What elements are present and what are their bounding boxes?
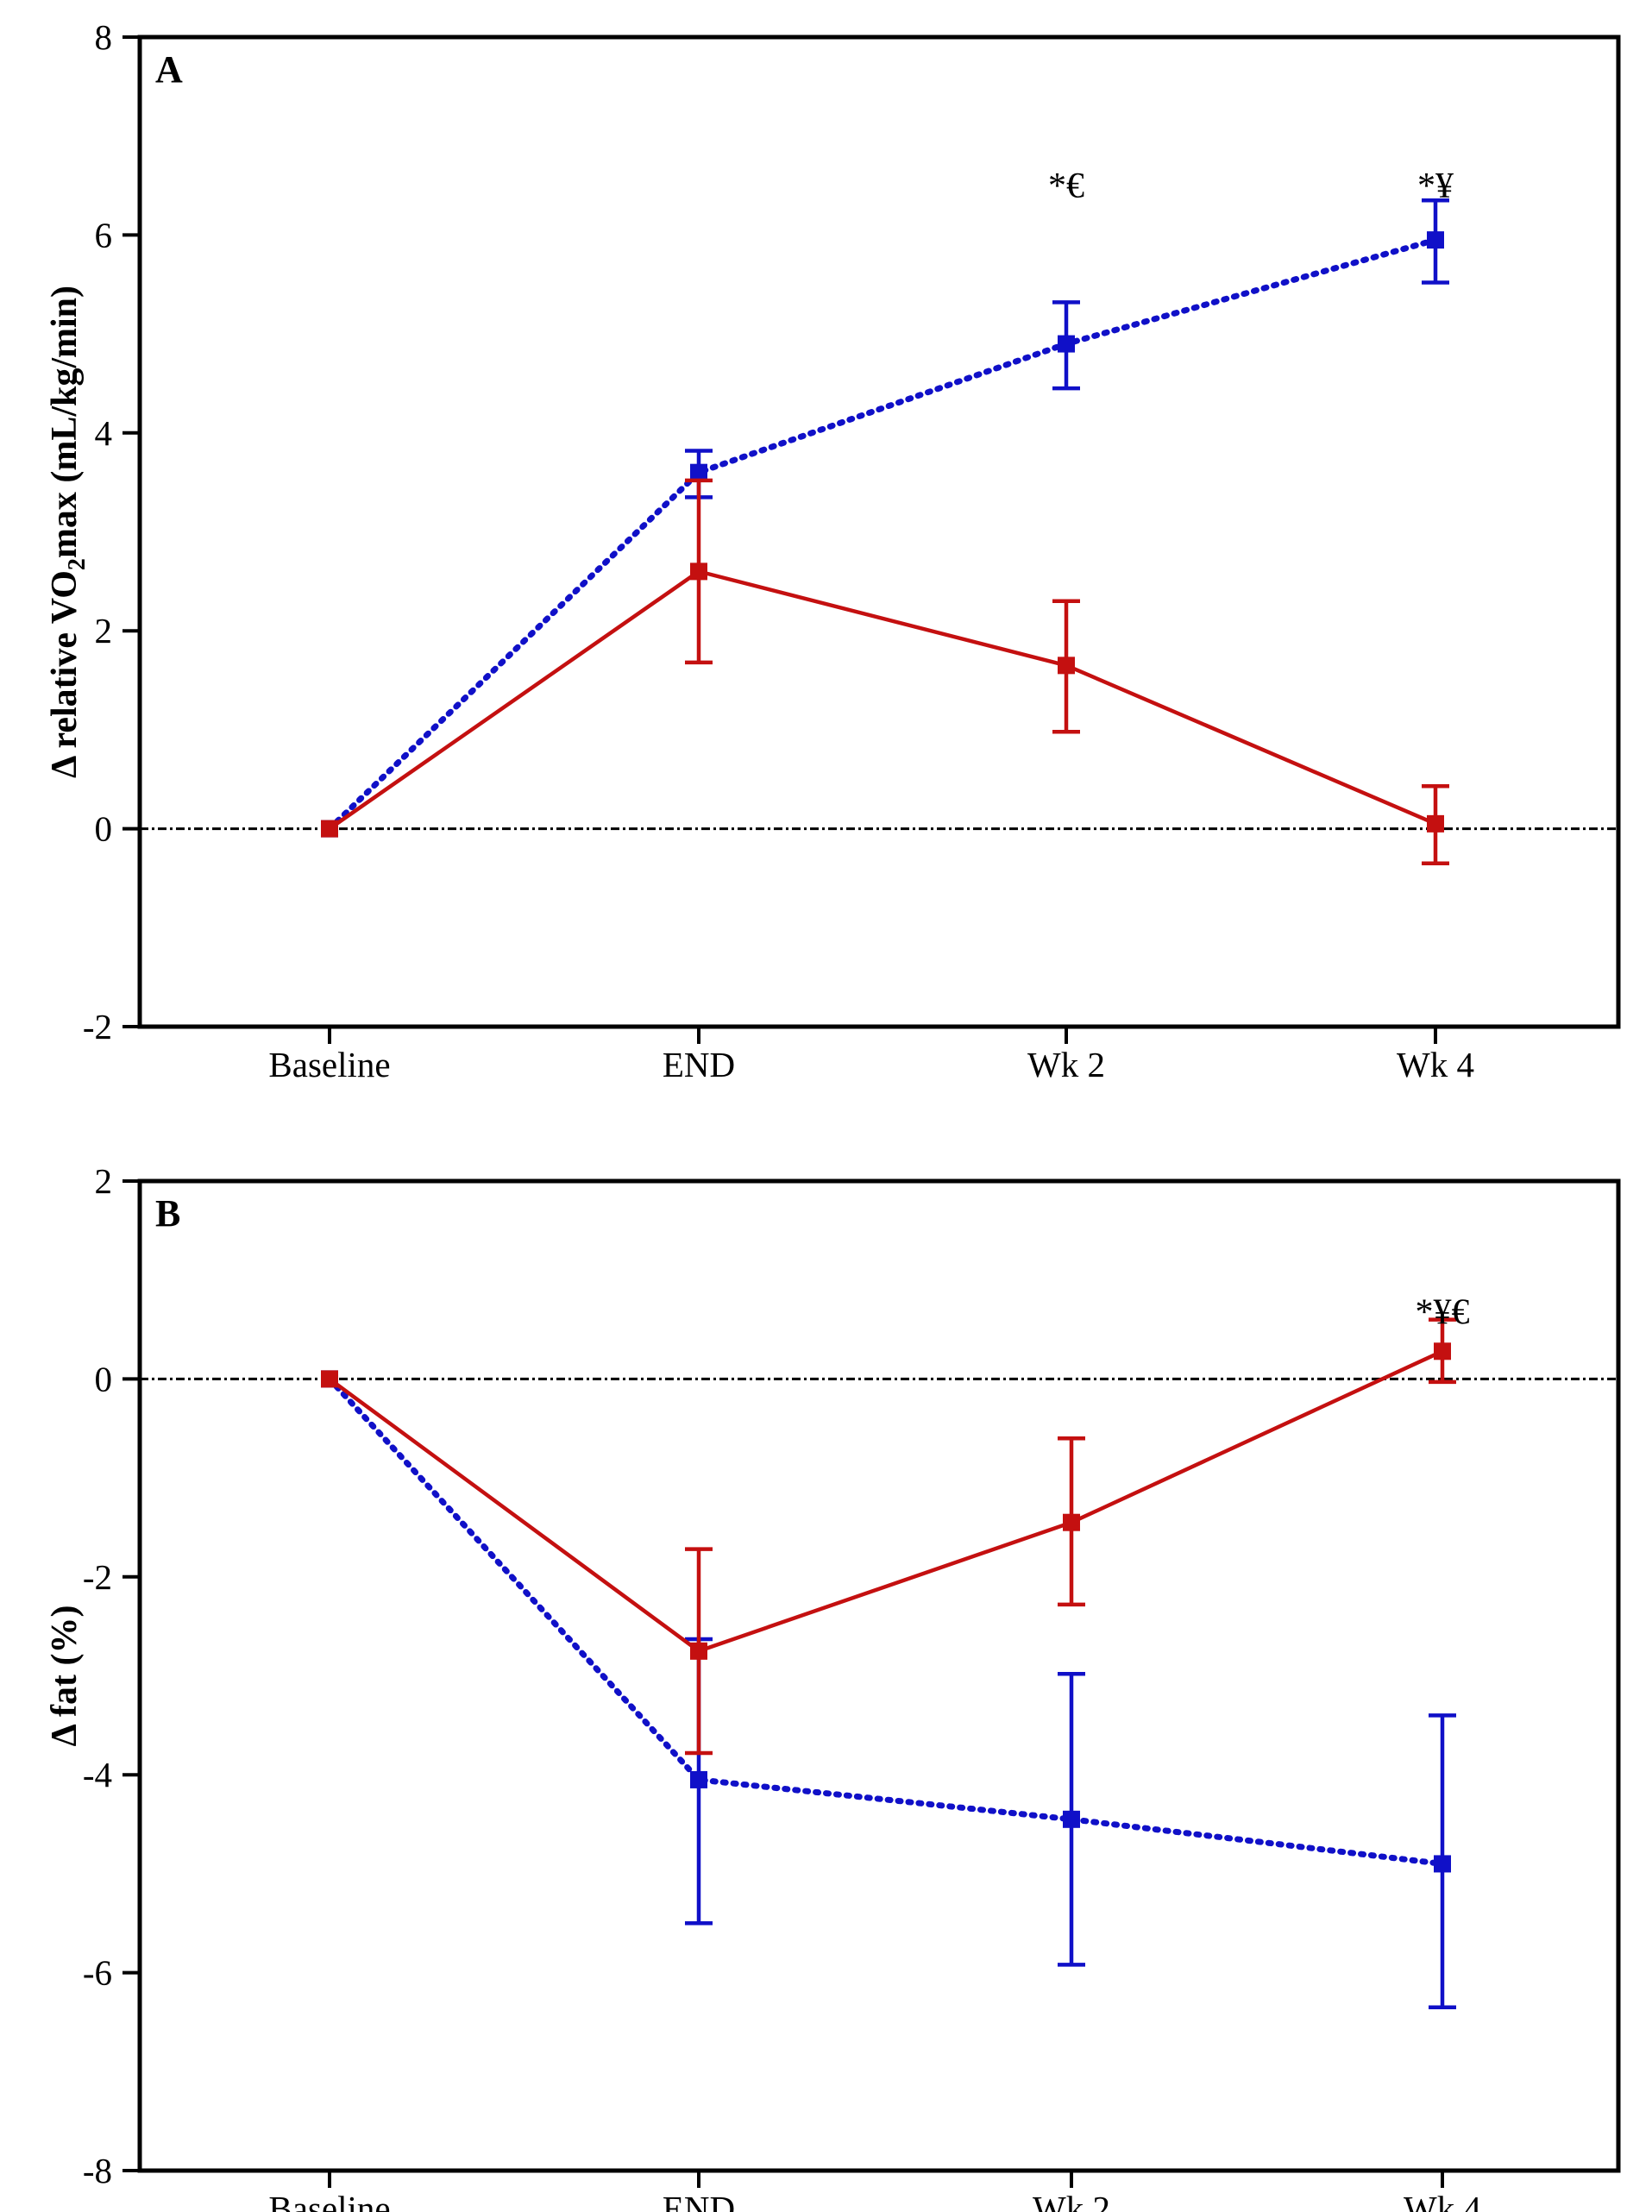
panel-b-y-tick-label: 2 [95, 1161, 113, 1201]
panel-a-x-tick-label: Baseline [268, 1045, 390, 1084]
panel-b-blue-dotted-series-line [326, 1375, 1446, 1867]
panel-a-significance-annotation: *€ [1048, 167, 1084, 206]
panel-a-red-solid-point [690, 562, 707, 581]
panel-a-y-axis-title: Δ relative VO2max (mL/kg/min) [45, 286, 91, 778]
panel-b-y-tick-label: -6 [83, 1953, 112, 1993]
panel-a-blue-dotted-point [1058, 335, 1075, 353]
panel-a-y-tick-label: 0 [95, 809, 113, 849]
panel-a-y-title-subscript: 2 [64, 558, 91, 570]
panel-a-red-solid-point [1427, 814, 1444, 833]
panel-a-x-tick-label: END [663, 1045, 735, 1084]
panel-a-chart-marks: -2 0 2 4 6 8 Baseline END Wk 2 Wk 4 *€ *¥ [83, 17, 1618, 1084]
panel-b-significance-annotation: *¥€ [1416, 1292, 1470, 1332]
panel-b-red-solid-point [690, 1642, 707, 1660]
panel-b-x-tick-label: END [663, 2189, 735, 2212]
panel-a-red-solid-point [321, 820, 338, 838]
panel-b-red-solid-point [1063, 1513, 1080, 1531]
panel-a-blue-dotted-point [690, 463, 707, 481]
panel-b-y-axis-title: Δ fat (%) [45, 1606, 85, 1747]
panel-b-y-tick-label: -8 [83, 2151, 112, 2190]
panel-a-y-title-prefix: Δ relative VO [45, 570, 85, 778]
panel-b-red-solid-point [1434, 1342, 1451, 1361]
panel-a-x-tick-label: Wk 2 [1027, 1045, 1105, 1084]
panel-a-x-tick-label: Wk 4 [1397, 1045, 1474, 1084]
panel-a: A Δ relative VO2max (mL/kg/min) -202468B… [45, 17, 1621, 1084]
panel-a-letter: A [155, 48, 183, 91]
panel-a-y-title-suffix: max (mL/kg/min) [45, 286, 85, 558]
panel-a-red-solid-point [1058, 657, 1075, 675]
panel-b-chart-marks: -8 -6 -4 -2 0 2 Baseline END Wk 2 Wk 4 *¥€ [83, 1161, 1618, 2212]
panel-a-blue-dotted-series-line [326, 236, 1439, 833]
panel-b-plot-frame [137, 1178, 1621, 2173]
panel-b-y-tick-label: 0 [95, 1359, 113, 1398]
panel-b-letter: B [155, 1192, 180, 1235]
panel-a-y-tick-label: 2 [95, 611, 113, 650]
panel-a-blue-dotted-point [1427, 231, 1444, 249]
panel-b-red-solid-series-line [328, 1349, 1443, 1654]
panel-a-y-tick-label: -2 [83, 1007, 112, 1046]
panel-b-y-tick-label: -4 [83, 1755, 112, 1794]
panel-a-significance-annotation: *¥ [1417, 167, 1454, 206]
panel-b-blue-dotted-point [690, 1770, 707, 1788]
panel-b-x-tick-label: Wk 4 [1404, 2189, 1481, 2212]
panel-b-blue-dotted-point [1063, 1810, 1080, 1828]
panel-a-y-tick-label: 4 [95, 413, 113, 453]
panel-b-red-solid-point [321, 1370, 338, 1388]
panel-b-x-tick-label: Wk 2 [1033, 2189, 1110, 2212]
panel-a-y-tick-label: 8 [95, 17, 113, 57]
panel-a-red-solid-series-line [328, 569, 1436, 831]
panel-b: B Δ fat (%) -8 -6 -4 -2 0 2 Baseline END Wk 2 Wk … [45, 1161, 1621, 2212]
panel-a-plot-frame [137, 35, 1621, 1029]
panel-b-x-tick-label: Baseline [268, 2189, 390, 2212]
panel-a-y-tick-label: 6 [95, 215, 113, 255]
panel-b-y-tick-label: -2 [83, 1557, 112, 1597]
panel-b-blue-dotted-point [1434, 1855, 1451, 1873]
